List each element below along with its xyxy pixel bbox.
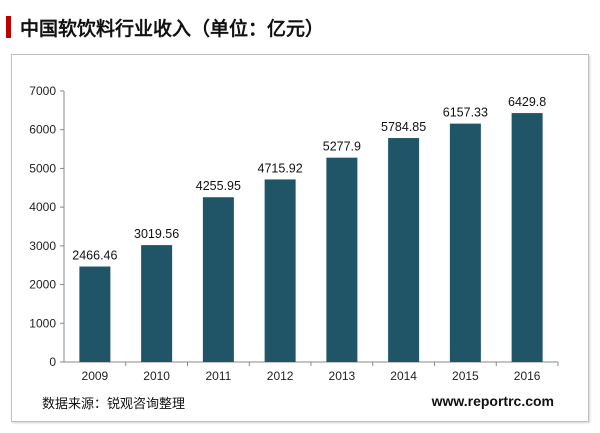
bar-2011 — [202, 197, 234, 362]
chart-bars — [79, 113, 543, 362]
bar-2016 — [511, 113, 543, 362]
data-label: 4715.92 — [258, 161, 303, 175]
y-tick-label: 6000 — [29, 123, 56, 137]
y-tick-label: 7000 — [29, 84, 56, 98]
bar-2014 — [388, 138, 420, 362]
chart-title: 中国软饮料行业收入（单位：亿元） — [20, 18, 325, 40]
y-tick-label: 3000 — [29, 239, 56, 253]
y-tick-label: 5000 — [29, 161, 56, 175]
data-label: 5277.9 — [323, 140, 361, 154]
data-label: 6157.33 — [443, 106, 488, 120]
website-link[interactable]: www.reportrc.com — [431, 393, 554, 409]
y-tick-label: 0 — [49, 355, 56, 369]
x-tick-label: 2011 — [205, 369, 231, 383]
title-accent-bar — [6, 16, 11, 38]
x-tick-label: 2014 — [390, 369, 417, 383]
y-tick-label: 1000 — [29, 316, 56, 330]
data-label: 5784.85 — [381, 120, 426, 134]
x-tick-label: 2010 — [143, 369, 170, 383]
x-tick-label: 2009 — [82, 369, 109, 383]
chart-labels: 2466.46 2009 3019.56 2010 4255.95 2011 4715.92… — [72, 95, 546, 383]
x-tick-label: 2012 — [267, 369, 294, 383]
bar-2013 — [326, 157, 358, 362]
data-label: 4255.95 — [196, 179, 241, 193]
bar-2015 — [449, 123, 481, 362]
x-tick-label: 2016 — [514, 369, 541, 383]
bar-2010 — [141, 245, 173, 362]
data-label: 2466.46 — [72, 249, 117, 263]
data-label: 6429.8 — [508, 95, 546, 109]
y-tick-label: 2000 — [29, 278, 56, 292]
chart-frame — [11, 54, 589, 422]
data-label: 3019.56 — [134, 227, 179, 241]
data-source: 数据来源：锐观咨询整理 — [42, 397, 186, 412]
bar-2012 — [264, 179, 296, 362]
x-tick-label: 2013 — [329, 369, 356, 383]
y-tick-label: 4000 — [29, 200, 56, 214]
x-tick-label: 2015 — [452, 369, 479, 383]
bar-2009 — [79, 266, 111, 362]
